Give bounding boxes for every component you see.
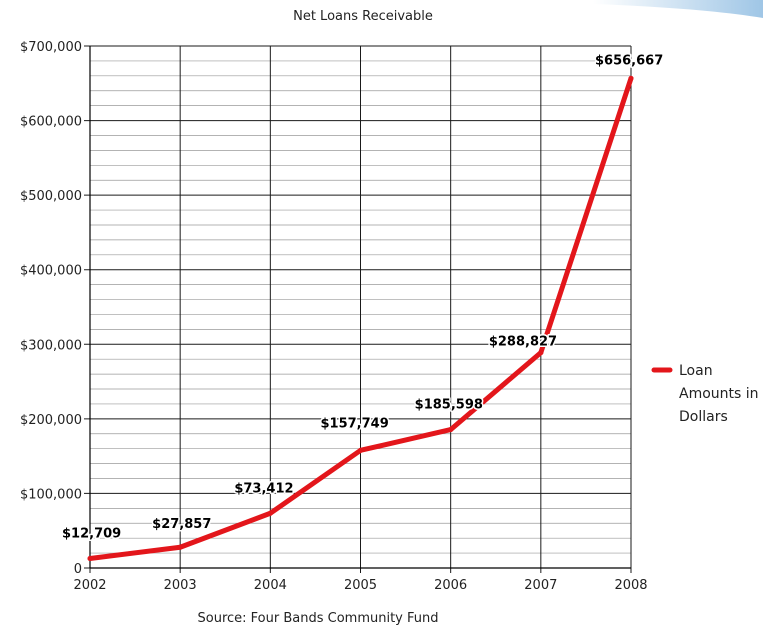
series-loan-amounts [87,75,634,562]
series-line-segment [358,427,454,453]
chart-source: Source: Four Bands Community Fund [198,611,439,626]
data-label: $27,857 [152,517,211,532]
x-tick-label: 2003 [164,578,197,593]
x-tick-label: 2007 [524,578,557,593]
x-tick-label: 2004 [254,578,287,593]
data-point [267,510,273,516]
x-tick-label: 2006 [434,578,467,593]
data-point [448,427,454,433]
data-label: $12,709 [62,527,121,542]
y-tick-label: $400,000 [20,264,82,279]
x-tick-label: 2005 [344,578,377,593]
series-line-segment [267,447,363,516]
x-tick-label: 2002 [73,578,106,593]
y-tick-label: $200,000 [20,413,82,428]
legend-line-3: Dollars [679,409,728,425]
series-line-segment [538,75,634,356]
series-line-segment [448,350,544,433]
y-tick-label: $500,000 [20,189,82,204]
series-line-segment [177,510,273,550]
legend-line-1: Loan [679,363,713,379]
decorative-swoosh [593,0,763,18]
data-label: $157,749 [321,416,389,431]
tick-labels: 0 $100,000 $200,000 $300,000 $400,000 $500,00… [20,40,648,593]
major-gridlines [84,45,632,573]
y-tick-label: $300,000 [20,338,82,353]
axes [89,46,631,569]
data-label: $185,598 [415,398,483,413]
legend: Loan Amounts in Dollars [651,363,759,425]
series-line-segment [87,544,183,562]
y-tick-label: $100,000 [20,487,82,502]
x-tick-label: 2008 [614,578,647,593]
chart-title: Net Loans Receivable [293,9,433,24]
y-tick-label: 0 [74,562,82,577]
data-point [87,556,93,562]
data-labels: $12,709 $27,857 $73,412 $157,749 $185,598 $28… [61,52,665,543]
data-label: $288,827 [489,335,557,350]
data-point [628,75,634,81]
data-point [358,447,363,453]
data-label: $73,412 [234,481,293,496]
data-point [538,350,544,356]
legend-line-2: Amounts in [679,386,759,402]
data-point [177,544,183,550]
y-tick-label: $700,000 [20,40,82,55]
data-label: $656,667 [595,53,663,68]
y-tick-label: $600,000 [20,115,82,130]
